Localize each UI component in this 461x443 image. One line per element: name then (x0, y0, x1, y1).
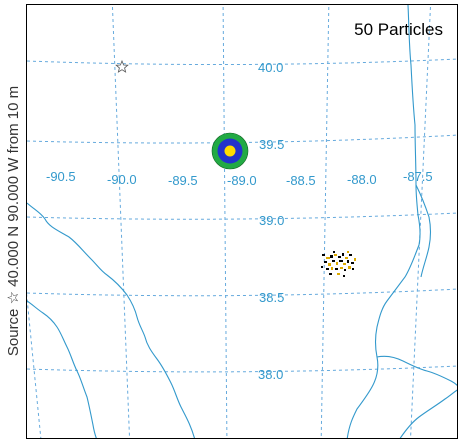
river-boundary (346, 5, 421, 438)
concentric-rings-icon (211, 132, 249, 170)
latitude-label: 39.5 (259, 137, 284, 152)
longitude-label: -89.5 (168, 173, 198, 188)
meridian-line (222, 5, 228, 438)
longitude-labels: -90.5 -90.0 -89.5 -89.0 -88.5 -88.0 -87.… (46, 169, 433, 188)
latitude-label: 39.0 (259, 213, 284, 228)
river-boundary (376, 355, 457, 386)
longitude-label: -89.0 (227, 173, 257, 188)
latitude-label: 38.5 (259, 290, 284, 305)
longitude-label: -88.0 (347, 172, 377, 187)
parallel-line (27, 134, 457, 144)
longitude-label: -87.5 (403, 169, 433, 184)
longitude-label: -90.0 (107, 172, 137, 187)
river-boundary (27, 300, 97, 438)
parallel-line (27, 212, 457, 220)
latitude-label: 38.0 (258, 367, 283, 382)
particle-cluster (321, 251, 356, 277)
parallel-line (27, 365, 457, 373)
map-canvas: 40.0 39.5 39.0 38.5 38.0 -90.5 -90.0 -89… (27, 5, 457, 438)
boundary-lines (27, 5, 457, 438)
map-panel[interactable]: 40.0 39.5 39.0 38.5 38.0 -90.5 -90.0 -89… (26, 4, 458, 439)
meridian-line (111, 5, 131, 438)
meridian-line (410, 5, 432, 438)
river-boundary (399, 389, 457, 438)
latitude-label: 40.0 (258, 60, 283, 75)
source-location-label: Source ☆ 40.000 N 90.000 W from 10 m (5, 85, 22, 357)
longitude-label: -88.5 (286, 173, 316, 188)
grid-lines (27, 5, 457, 438)
latitude-labels: 40.0 39.5 39.0 38.5 38.0 (258, 60, 284, 382)
particle-count-label: 50 Particles (354, 20, 443, 39)
meridian-line (27, 293, 42, 438)
state-boundary (415, 184, 432, 278)
star-outline-icon (115, 59, 129, 73)
longitude-label: -90.5 (46, 169, 76, 184)
parallel-line (27, 288, 457, 297)
parallel-line (27, 58, 457, 66)
river-boundary (27, 202, 195, 438)
meridian-line (320, 5, 330, 438)
